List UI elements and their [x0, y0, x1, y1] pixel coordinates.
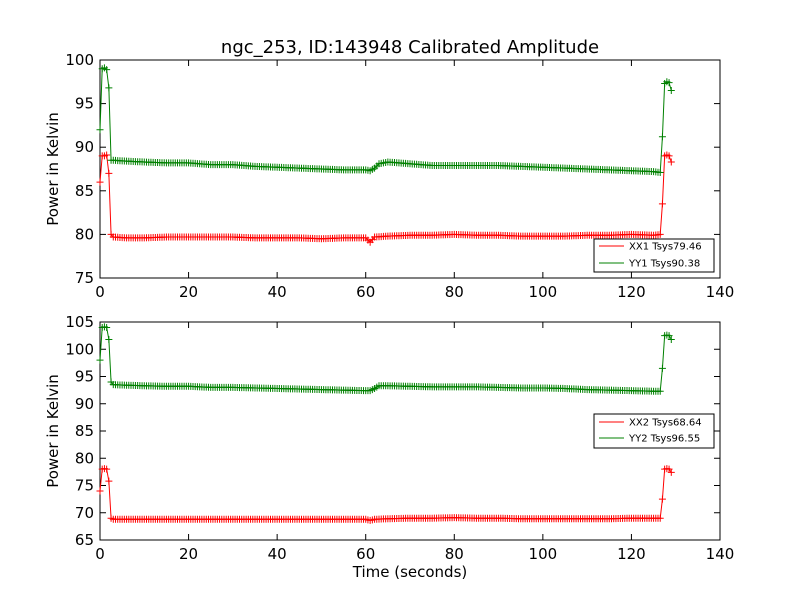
top-series-1-marker	[103, 66, 111, 74]
bottom-y-tick-label: 80	[75, 449, 94, 467]
bottom-x-tick-label: 0	[95, 545, 105, 563]
bottom-series-1-marker	[658, 364, 666, 372]
top-series-0-marker	[105, 169, 113, 177]
top-y-tick-label: 100	[65, 51, 94, 69]
top-series-1-marker	[658, 133, 666, 141]
legend-label-xx2: XX2 Tsys68.64	[629, 418, 702, 429]
bottom-series-0-marker	[96, 487, 104, 495]
top-series-1-marker	[105, 84, 113, 92]
top-series-0-marker	[658, 200, 666, 208]
bottom-x-tick-label: 100	[529, 545, 558, 563]
bottom-x-tick-label: 20	[179, 545, 198, 563]
bottom-y-tick-label: 65	[75, 531, 94, 549]
bottom-y-tick-label: 70	[75, 504, 94, 522]
top-series	[96, 64, 675, 246]
top-x-tick-label: 20	[179, 283, 198, 301]
x-axis-label: Time (seconds)	[352, 563, 468, 581]
legend-label-yy2: YY2 Tsys96.55	[628, 434, 700, 445]
bottom-series-0-marker	[105, 477, 113, 485]
top-plot-area	[99, 59, 721, 279]
top-series-0-marker	[96, 178, 104, 186]
top-y-axis-label: Power in Kelvin	[44, 112, 62, 226]
bottom-y-tick-label: 75	[75, 477, 94, 495]
chart-title: ngc_253, ID:143948 Calibrated Amplitude	[221, 37, 599, 58]
bottom-series-1-marker	[656, 387, 664, 395]
bottom-y-tick-label: 95	[75, 368, 94, 386]
bottom-series-1-marker	[665, 332, 673, 340]
legend-label-xx1: XX1 Tsys79.46	[629, 242, 702, 253]
top-series-1-marker	[656, 168, 664, 176]
bottom-series-0-marker	[656, 514, 664, 522]
top-legend-box	[593, 238, 715, 273]
top-x-tick-label: 100	[529, 283, 558, 301]
legend-label-yy1: YY1 Tsys90.38	[628, 259, 700, 270]
bottom-y-tick-label: 100	[65, 340, 94, 358]
bottom-series-0-marker	[103, 465, 111, 473]
top-x-tick-label: 120	[617, 283, 646, 301]
top-series-0-marker	[667, 158, 675, 166]
bottom-x-tick-label: 60	[356, 545, 375, 563]
bottom-x-tick-label: 120	[617, 545, 646, 563]
top-x-tick-label: 40	[268, 283, 287, 301]
bottom-y-tick-label: 90	[75, 395, 94, 413]
top-y-tick-label: 95	[75, 95, 94, 113]
top-x-tick-label: 0	[95, 283, 105, 301]
bottom-y-axis-label: Power in Kelvin	[44, 374, 62, 488]
top-y-tick-label: 85	[75, 182, 94, 200]
bottom-y-tick-label: 85	[75, 422, 94, 440]
top-series-0-marker	[665, 152, 673, 160]
bottom-legend-box	[593, 413, 715, 449]
bottom-series	[96, 323, 675, 524]
top-x-tick-label: 80	[445, 283, 464, 301]
top-y-tick-label: 80	[75, 225, 94, 243]
top-series-1-marker	[667, 87, 675, 95]
bottom-series-1-marker	[105, 335, 113, 343]
bottom-series-1-marker	[103, 323, 111, 331]
bottom-x-tick-label: 40	[268, 545, 287, 563]
bottom-series-0-marker	[658, 495, 666, 503]
top-series-0-marker	[103, 151, 111, 159]
bottom-y-tick-label: 105	[65, 313, 94, 331]
bottom-series-1-marker	[96, 356, 104, 364]
top-series-1-marker	[96, 126, 104, 134]
bottom-x-tick-label: 80	[445, 545, 464, 563]
top-series-1-marker	[665, 79, 673, 87]
top-y-tick-label: 75	[75, 269, 94, 287]
bottom-legend: XX2 Tsys68.64 YY2 Tsys96.55	[593, 413, 715, 449]
bottom-series-0-marker	[667, 468, 675, 476]
top-ticks: 0 20 40 60 80 100 120 140 75 80 85 90 95 100	[65, 51, 734, 301]
top-legend: XX1 Tsys79.46 YY1 Tsys90.38	[593, 238, 715, 273]
top-x-tick-label: 60	[356, 283, 375, 301]
top-series-0-marker	[656, 230, 664, 238]
top-panel: ngc_253, ID:143948 Calibrated Amplitude …	[44, 37, 734, 301]
top-y-tick-label: 90	[75, 138, 94, 156]
bottom-ticks: 0 20 40 60 80 100 120 140 65 70 75 80 85 90 95 100 105	[65, 313, 734, 563]
bottom-panel: Power in Kelvin Time (seconds) 0 20 40 60 80…	[44, 313, 734, 581]
bottom-series-1-marker	[667, 335, 675, 343]
top-x-tick-label: 140	[706, 283, 735, 301]
bottom-x-tick-label: 140	[706, 545, 735, 563]
